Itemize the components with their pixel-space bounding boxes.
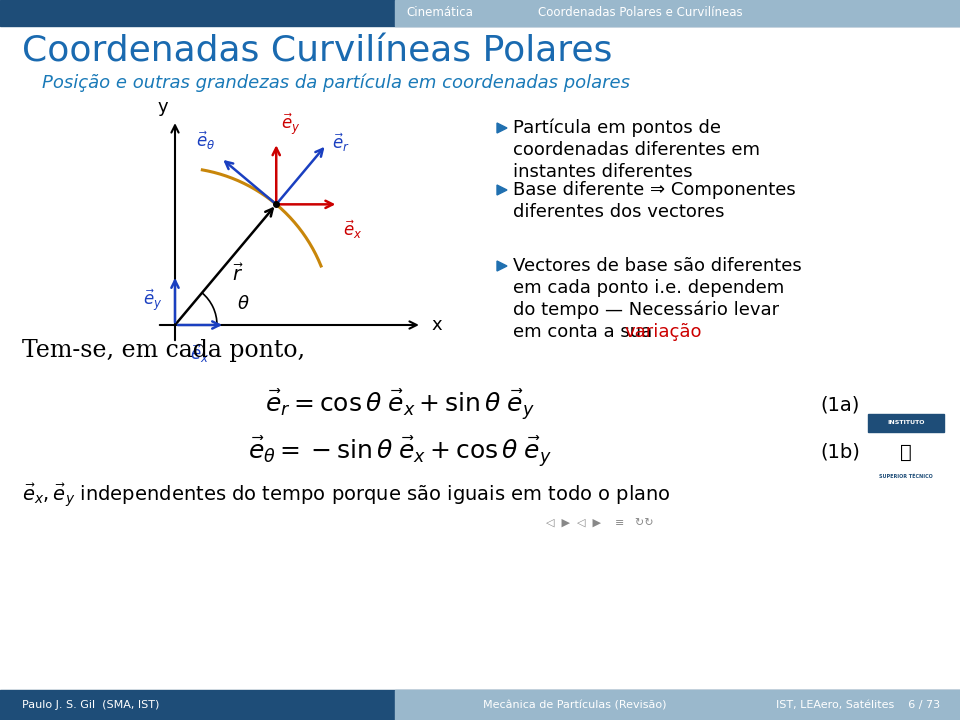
Text: $\vec{e}_x, \vec{e}_y$ independentes do tempo porque são iguais em todo o plano: $\vec{e}_x, \vec{e}_y$ independentes do …	[22, 481, 671, 509]
Text: ◁  ▶  ◁  ▶    ≡   ↻↻: ◁ ▶ ◁ ▶ ≡ ↻↻	[546, 519, 654, 529]
Text: 🔥: 🔥	[900, 443, 912, 462]
Text: x: x	[432, 316, 443, 334]
Bar	[0, 0, 960, 26]
Text: $\vec{e}_\theta = -\sin\theta\;\vec{e}_x + \cos\theta\;\vec{e}_y$: $\vec{e}_\theta = -\sin\theta\;\vec{e}_x…	[248, 435, 552, 469]
Text: Tem-se, em cada ponto,: Tem-se, em cada ponto,	[22, 338, 305, 361]
Text: INSTITUTO: INSTITUTO	[887, 420, 924, 426]
Bar	[868, 414, 944, 432]
Text: Posição e outras grandezas da partícula em coordenadas polares: Posição e outras grandezas da partícula …	[42, 73, 630, 92]
Text: Vectores de base são diferentes: Vectores de base são diferentes	[513, 257, 802, 275]
Text: $\vec{e}_x$: $\vec{e}_x$	[190, 343, 209, 366]
Text: Paulo J. S. Gil  (SMA, IST): Paulo J. S. Gil (SMA, IST)	[22, 700, 159, 710]
Bar	[395, 690, 960, 720]
Text: (1b): (1b)	[820, 443, 860, 462]
Text: Coordenadas Polares e Curvilíneas: Coordenadas Polares e Curvilíneas	[538, 6, 742, 19]
Text: $\vec{e}_y$: $\vec{e}_y$	[143, 287, 162, 313]
Text: variação: variação	[624, 323, 702, 341]
Text: coordenadas diferentes em: coordenadas diferentes em	[513, 141, 760, 159]
Text: SUPERIOR TÉCNICO: SUPERIOR TÉCNICO	[879, 474, 933, 479]
Text: IST, LEAero, Satélites    6 / 73: IST, LEAero, Satélites 6 / 73	[776, 700, 940, 710]
Text: $\vec{e}_y$: $\vec{e}_y$	[281, 112, 300, 138]
Text: $\vec{e}_r$: $\vec{e}_r$	[332, 131, 350, 154]
Text: Cinemática: Cinemática	[407, 6, 473, 19]
Text: em conta a sua: em conta a sua	[513, 323, 658, 341]
Text: y: y	[157, 98, 168, 116]
Text: Coordenadas Curvilíneas Polares: Coordenadas Curvilíneas Polares	[22, 35, 612, 69]
Text: Base diferente ⇒ Componentes: Base diferente ⇒ Componentes	[513, 181, 796, 199]
Text: $\vec{e}_r = \cos\theta\;\vec{e}_x + \sin\theta\;\vec{e}_y$: $\vec{e}_r = \cos\theta\;\vec{e}_x + \si…	[265, 387, 535, 423]
Text: em cada ponto i.e. dependem: em cada ponto i.e. dependem	[513, 279, 784, 297]
Polygon shape	[497, 261, 507, 271]
Bar	[0, 690, 960, 720]
Text: diferentes dos vectores: diferentes dos vectores	[513, 203, 725, 221]
Text: do tempo — Necessário levar: do tempo — Necessário levar	[513, 301, 780, 319]
Text: $\vec{r}$: $\vec{r}$	[231, 264, 244, 285]
Text: instantes diferentes: instantes diferentes	[513, 163, 692, 181]
Text: $\vec{e}_x$: $\vec{e}_x$	[344, 218, 363, 240]
Polygon shape	[497, 123, 507, 133]
Bar	[868, 414, 944, 482]
Text: $\theta$: $\theta$	[237, 295, 250, 313]
Text: (1a): (1a)	[820, 395, 860, 415]
Text: Partícula em pontos de: Partícula em pontos de	[513, 119, 721, 138]
Bar	[395, 0, 960, 26]
Text: Mecânica de Partículas (Revisão): Mecânica de Partículas (Revisão)	[483, 700, 667, 710]
Text: $\vec{e}_\theta$: $\vec{e}_\theta$	[196, 130, 215, 152]
Polygon shape	[497, 185, 507, 195]
